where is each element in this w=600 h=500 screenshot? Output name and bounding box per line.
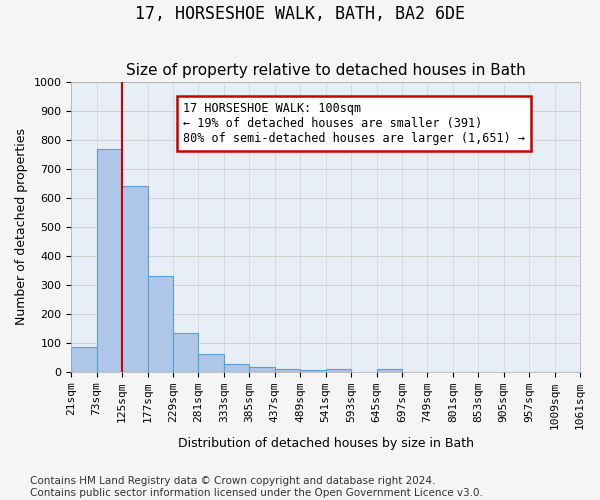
X-axis label: Distribution of detached houses by size in Bath: Distribution of detached houses by size …: [178, 437, 473, 450]
Bar: [275, 369, 300, 372]
Text: 17, HORSESHOE WALK, BATH, BA2 6DE: 17, HORSESHOE WALK, BATH, BA2 6DE: [135, 5, 465, 23]
Bar: [199, 354, 224, 372]
Y-axis label: Number of detached properties: Number of detached properties: [15, 128, 28, 326]
Bar: [71, 347, 97, 372]
Text: 17 HORSESHOE WALK: 100sqm
← 19% of detached houses are smaller (391)
80% of semi: 17 HORSESHOE WALK: 100sqm ← 19% of detac…: [183, 102, 525, 145]
Bar: [377, 369, 402, 372]
Bar: [300, 370, 326, 372]
Bar: [122, 186, 148, 372]
Bar: [250, 368, 275, 372]
Bar: [173, 332, 199, 372]
Bar: [97, 148, 122, 372]
Text: Contains HM Land Registry data © Crown copyright and database right 2024.
Contai: Contains HM Land Registry data © Crown c…: [30, 476, 483, 498]
Title: Size of property relative to detached houses in Bath: Size of property relative to detached ho…: [126, 63, 526, 78]
Bar: [224, 364, 250, 372]
Bar: [326, 369, 351, 372]
Bar: [148, 276, 173, 372]
